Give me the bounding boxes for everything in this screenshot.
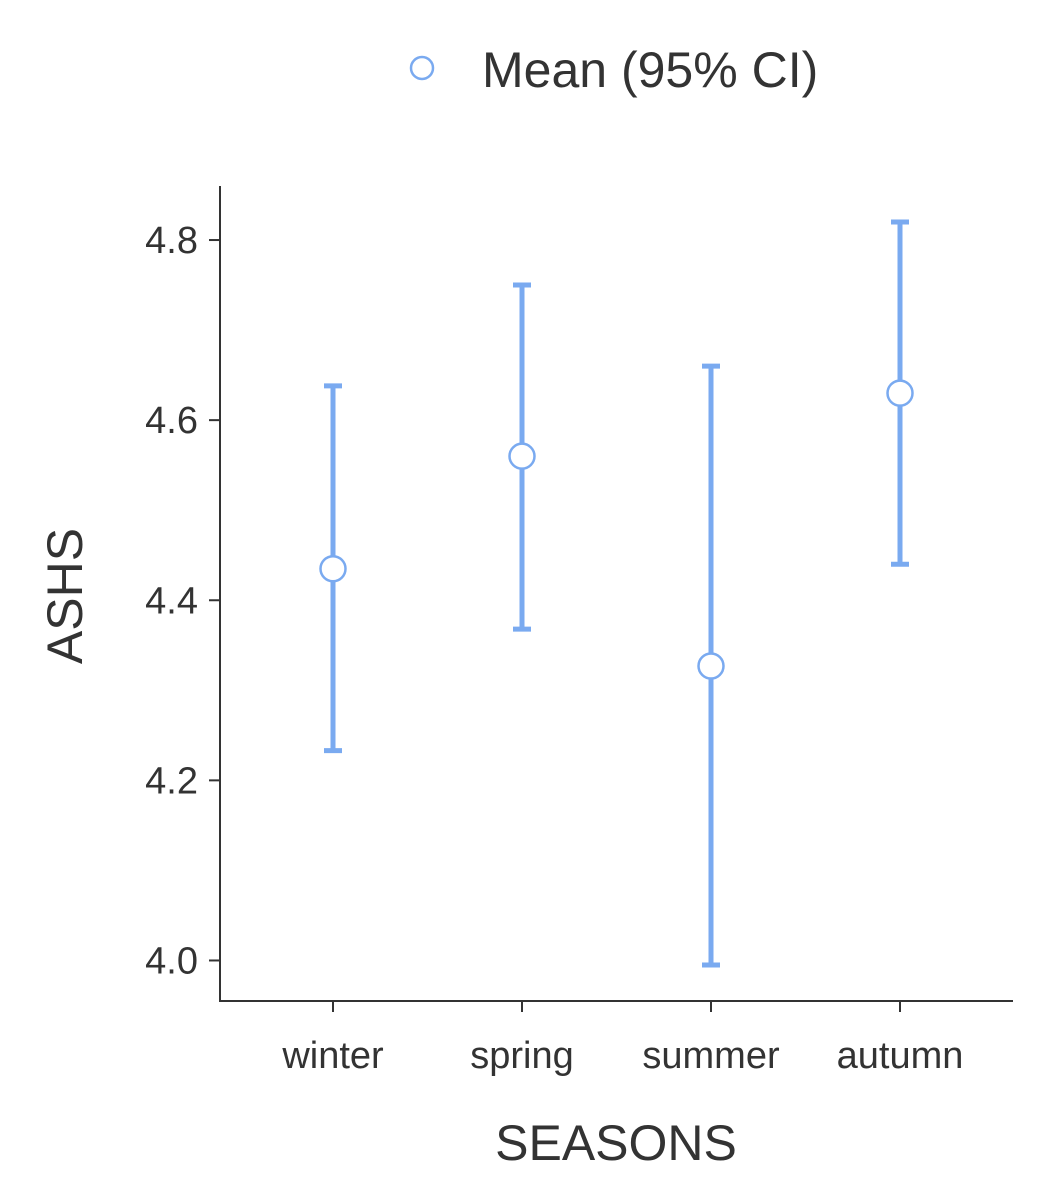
x-tick-label-autumn: autumn [837,1035,964,1077]
y-ticks: 4.0 4.2 4.4 4.6 4.8 [145,220,220,982]
y-tick-label: 4.2 [145,760,198,802]
y-tick-label: 4.8 [145,220,198,262]
x-tick-label-winter: winter [281,1035,384,1077]
x-tick-label-summer: summer [642,1035,780,1077]
legend: Mean (95% CI) [409,42,818,98]
y-tick-label: 4.0 [145,940,198,982]
y-tick-label: 4.6 [145,400,198,442]
mean-point-spring [508,442,536,470]
legend-marker [409,55,435,81]
x-axis-title: SEASONS [495,1115,737,1171]
y-tick-label: 4.4 [145,580,198,622]
mean-point-summer [697,652,725,680]
mean-point-winter [319,554,347,583]
mean-point-autumn [886,379,914,407]
mean-points [319,379,914,680]
error-bars [324,219,909,968]
legend-label: Mean (95% CI) [482,42,818,98]
y-axis-title: ASHS [37,528,93,664]
x-tick-label-spring: spring [470,1035,574,1077]
x-ticks: winter spring summer autumn [281,1001,963,1077]
